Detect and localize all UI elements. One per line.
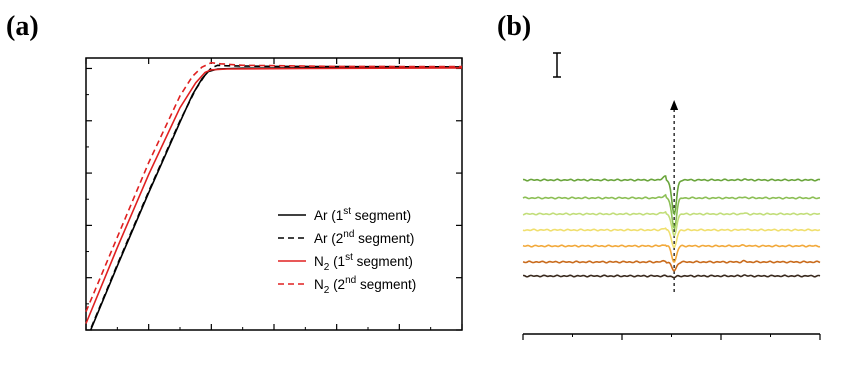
peak-guide-arrow (670, 100, 679, 110)
spectrum-3 (522, 227, 821, 249)
legend-entry-1: Ar (2nd segment) (314, 229, 414, 246)
panel-a-chart: Ar (1st segment) Ar (2nd segment) N2 (1st … (85, 57, 463, 331)
panel-b-chart (522, 52, 821, 340)
legend-entry-2: N2 (1st segment) (314, 252, 413, 273)
panel-a-letter: (a) (6, 11, 39, 42)
spectrum-1 (522, 193, 821, 230)
legend-entry-3: N2 (2nd segment) (314, 275, 416, 296)
spectrum-0 (522, 175, 821, 216)
panel-b-letter: (b) (497, 11, 531, 42)
series-line-1 (90, 64, 463, 328)
legend-entry-0: Ar (1st segment) (314, 206, 411, 223)
spectrum-6 (523, 274, 821, 279)
series-line-3 (85, 61, 463, 313)
series-line-2 (85, 67, 463, 324)
spectrum-5 (522, 259, 821, 272)
spectrum-2 (522, 210, 821, 237)
spectrum-4 (522, 243, 821, 263)
